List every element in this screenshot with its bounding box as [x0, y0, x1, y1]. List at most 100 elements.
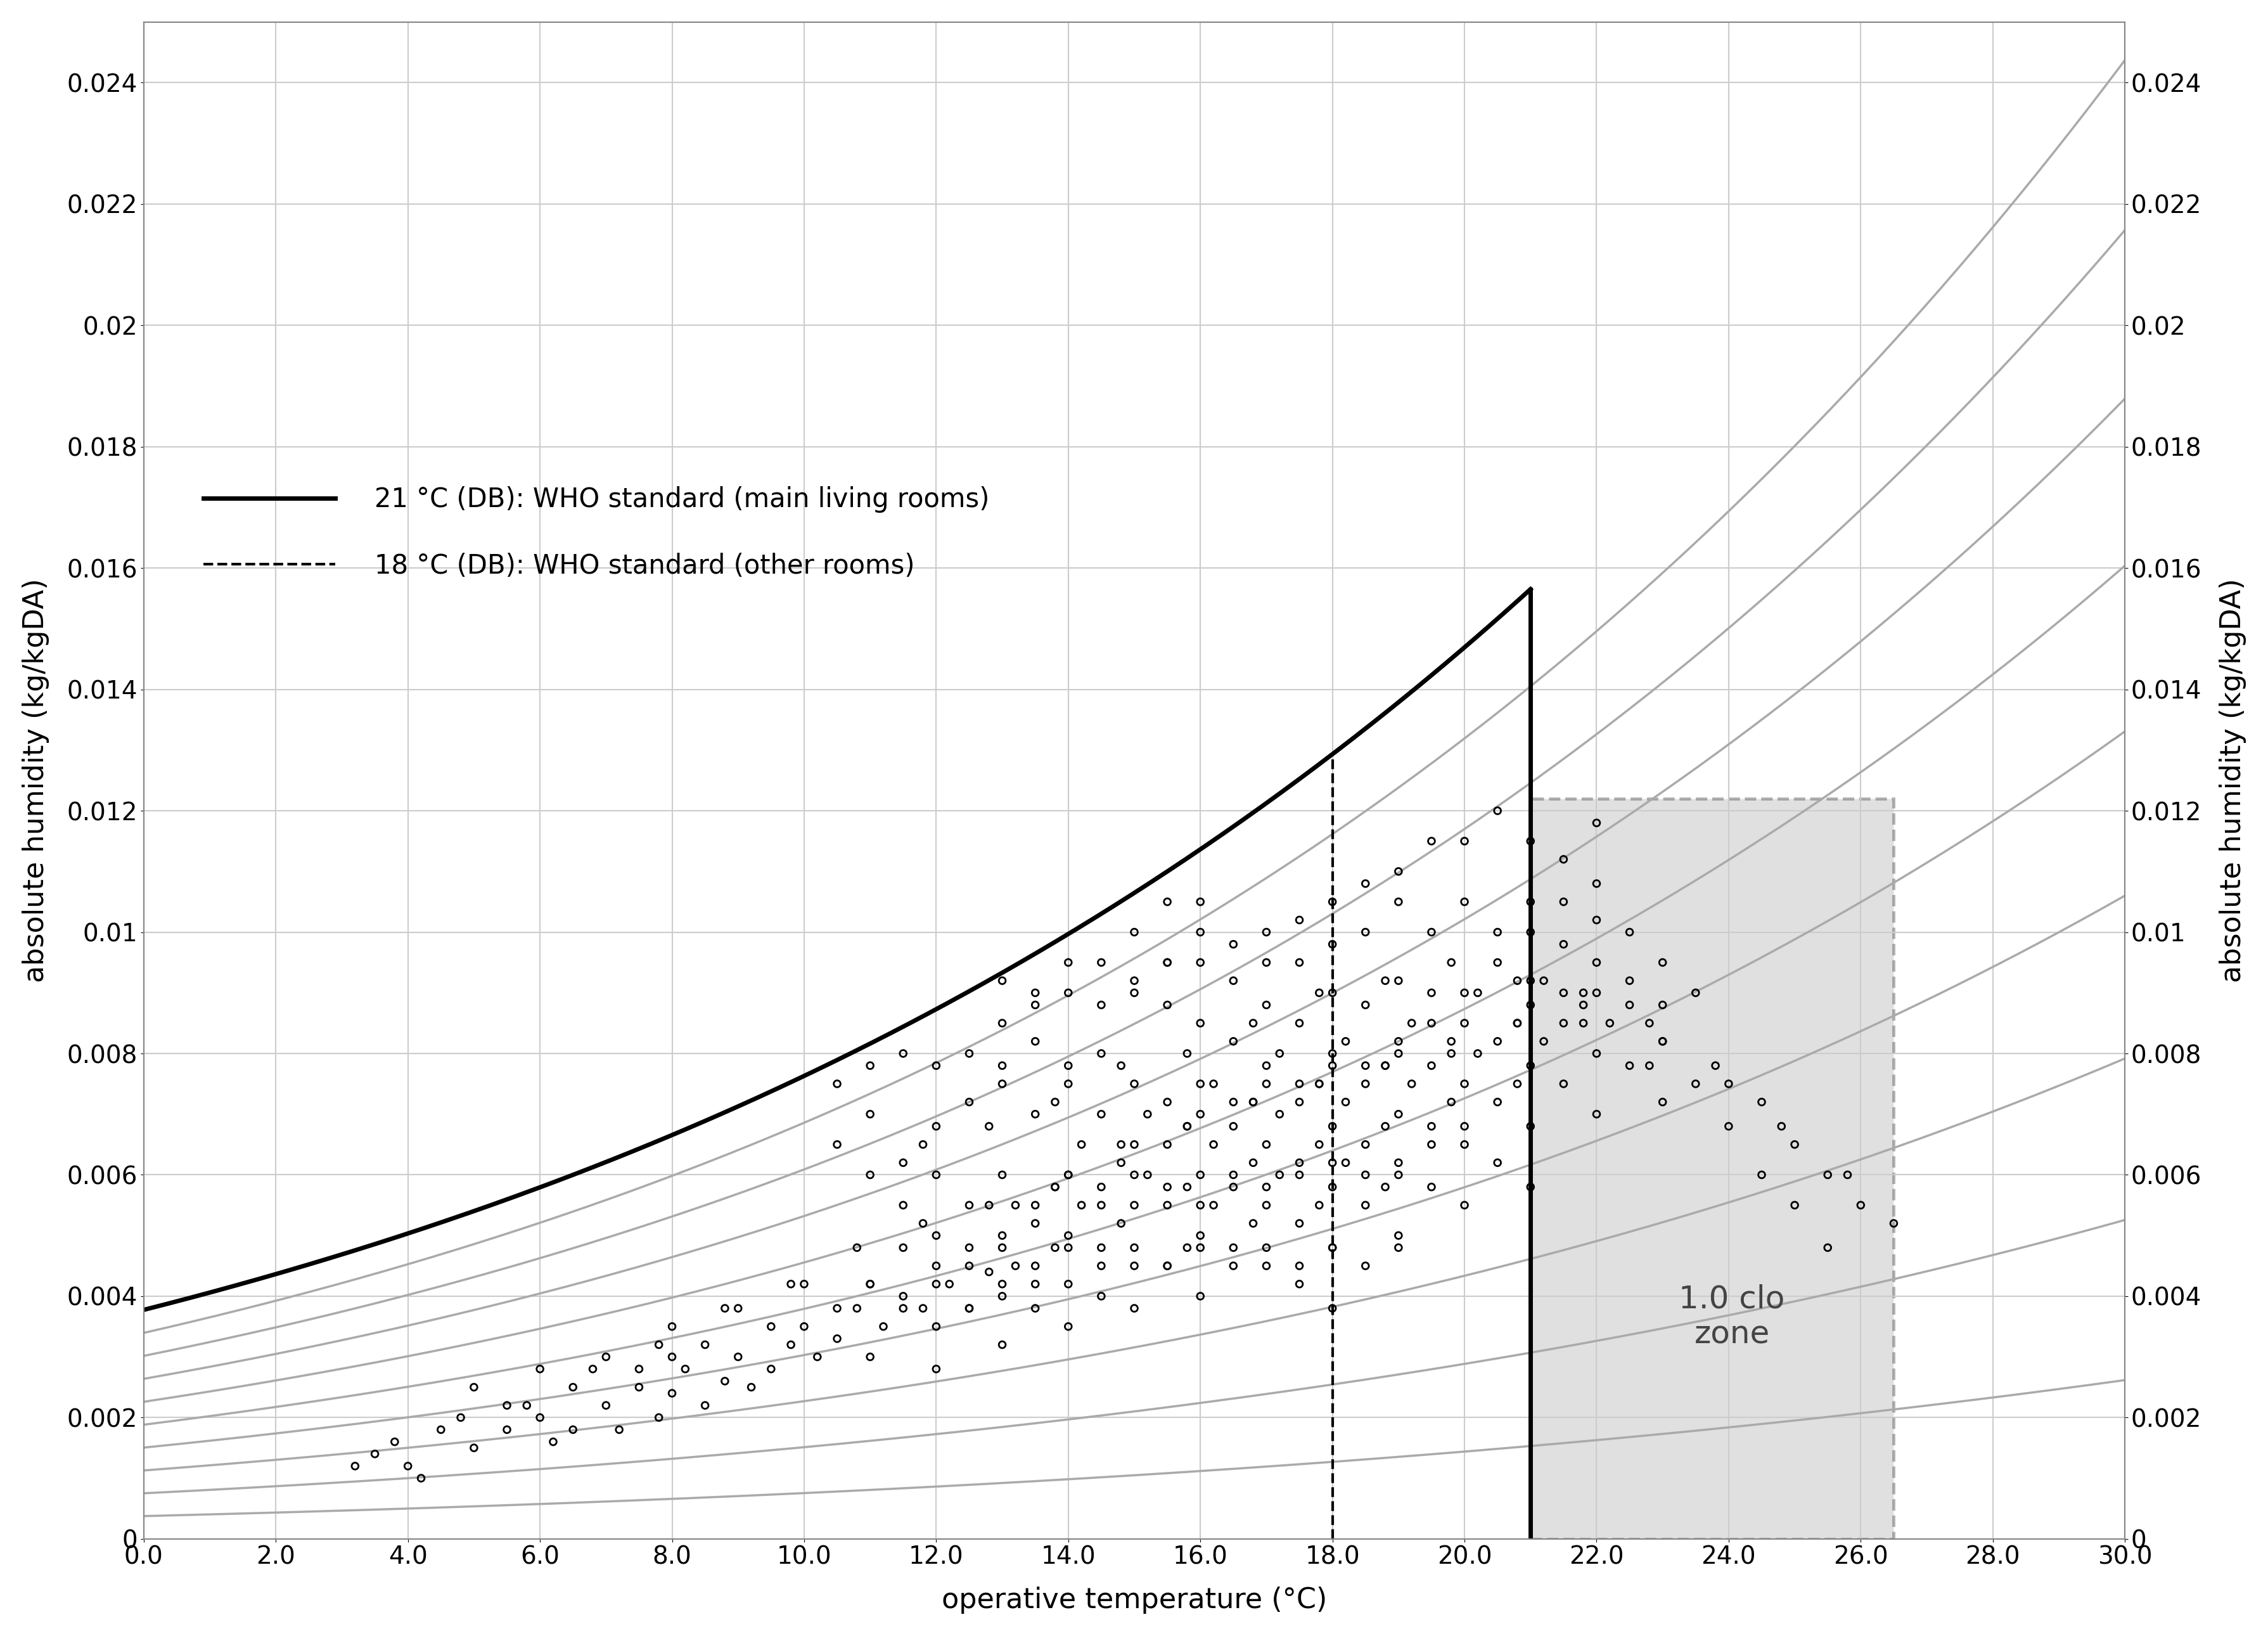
- Point: [1579, 810, 1615, 836]
- Point: [621, 1374, 658, 1400]
- Point: [1102, 1211, 1139, 1237]
- Point: [1379, 1101, 1415, 1127]
- Point: [919, 1271, 955, 1297]
- Point: [773, 1332, 810, 1358]
- Point: [998, 1253, 1034, 1279]
- Point: [1545, 931, 1581, 957]
- Point: [1216, 1029, 1252, 1055]
- Point: [1447, 1070, 1483, 1096]
- Y-axis label: absolute humidity (kg/kgDA): absolute humidity (kg/kgDA): [2218, 579, 2245, 983]
- Point: [1281, 1070, 1318, 1096]
- Point: [1195, 1193, 1232, 1219]
- Point: [1234, 1090, 1270, 1116]
- Point: [853, 1101, 889, 1127]
- Point: [1016, 1193, 1052, 1219]
- Point: [1195, 1132, 1232, 1158]
- Point: [1347, 870, 1383, 897]
- Point: [1116, 1132, 1152, 1158]
- Point: [1776, 1193, 1812, 1219]
- Text: 1.0 clo
zone: 1.0 clo zone: [1678, 1284, 1785, 1350]
- Point: [1447, 980, 1483, 1006]
- Point: [1082, 1235, 1118, 1261]
- Point: [1116, 919, 1152, 946]
- Point: [621, 1356, 658, 1382]
- Point: [885, 1193, 921, 1219]
- Point: [1347, 991, 1383, 1018]
- Point: [785, 1314, 821, 1340]
- Point: [1168, 1112, 1204, 1139]
- Point: [1281, 1009, 1318, 1036]
- Point: [1082, 1101, 1118, 1127]
- Point: [1347, 1070, 1383, 1096]
- Point: [1710, 1112, 1746, 1139]
- Point: [1150, 1090, 1186, 1116]
- Point: [1281, 1253, 1318, 1279]
- Point: [1379, 1235, 1415, 1261]
- Point: [1379, 859, 1415, 885]
- Point: [1261, 1040, 1297, 1067]
- Point: [905, 1296, 941, 1322]
- Point: [1565, 1009, 1601, 1036]
- Point: [522, 1356, 558, 1382]
- Point: [1433, 949, 1470, 975]
- Point: [919, 1314, 955, 1340]
- Point: [839, 1296, 875, 1322]
- Point: [1579, 949, 1615, 975]
- Point: [1347, 1052, 1383, 1078]
- Point: [1261, 1162, 1297, 1188]
- Point: [1413, 828, 1449, 854]
- Point: [1368, 1175, 1404, 1201]
- Point: [1261, 1101, 1297, 1127]
- Point: [998, 1193, 1034, 1219]
- Point: [1150, 949, 1186, 975]
- Point: [1696, 1052, 1733, 1078]
- Point: [885, 1296, 921, 1322]
- Point: [1247, 949, 1284, 975]
- Point: [1610, 1052, 1647, 1078]
- Point: [1313, 1150, 1349, 1176]
- Point: [1579, 906, 1615, 933]
- Point: [919, 1112, 955, 1139]
- Point: [1182, 1283, 1218, 1309]
- Point: [864, 1314, 900, 1340]
- Point: [1368, 1052, 1404, 1078]
- Point: [1247, 1193, 1284, 1219]
- Point: [1347, 1162, 1383, 1188]
- Point: [1281, 1150, 1318, 1176]
- Point: [1327, 1090, 1363, 1116]
- Point: [1545, 1009, 1581, 1036]
- Point: [1016, 1296, 1052, 1322]
- Point: [1479, 1090, 1515, 1116]
- Point: [1513, 828, 1549, 854]
- Point: [708, 1368, 744, 1394]
- Point: [442, 1404, 479, 1430]
- Point: [1744, 1090, 1780, 1116]
- Point: [1413, 1132, 1449, 1158]
- Point: [984, 1052, 1021, 1078]
- Point: [601, 1417, 637, 1443]
- Point: [773, 1271, 810, 1297]
- Point: [839, 1235, 875, 1261]
- Point: [1499, 967, 1535, 993]
- Point: [950, 1296, 987, 1322]
- Point: [919, 1052, 955, 1078]
- Point: [1216, 1162, 1252, 1188]
- Point: [1247, 1132, 1284, 1158]
- Point: [1499, 1070, 1535, 1096]
- Point: [853, 1271, 889, 1297]
- Point: [404, 1466, 440, 1492]
- Point: [687, 1392, 723, 1418]
- Point: [522, 1404, 558, 1430]
- Point: [853, 1271, 889, 1297]
- Point: [1150, 888, 1186, 915]
- Point: [1513, 1112, 1549, 1139]
- Point: [1102, 1132, 1139, 1158]
- Point: [1150, 1253, 1186, 1279]
- Point: [1347, 1193, 1383, 1219]
- Point: [1479, 1150, 1515, 1176]
- Point: [1182, 1162, 1218, 1188]
- Point: [1050, 949, 1086, 975]
- Point: [1182, 919, 1218, 946]
- Point: [1644, 991, 1681, 1018]
- Point: [1182, 1222, 1218, 1248]
